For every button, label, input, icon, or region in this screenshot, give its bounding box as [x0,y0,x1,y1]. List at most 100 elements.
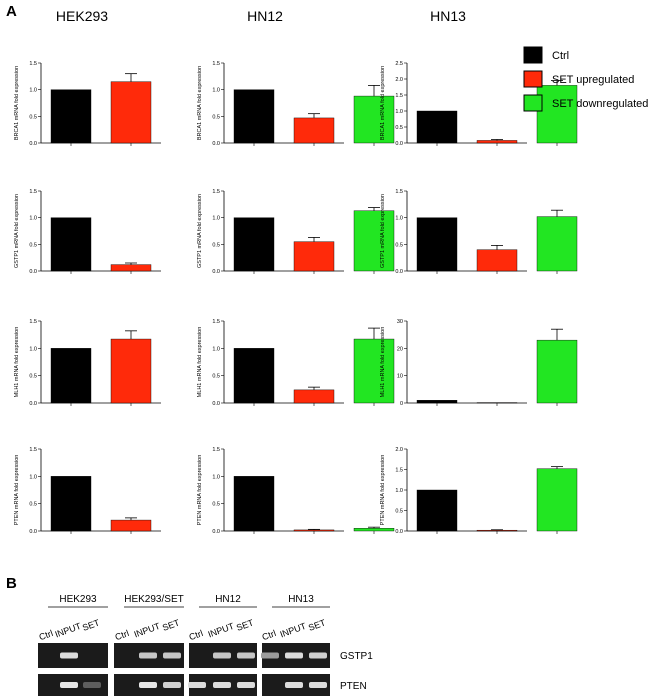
legend-item-set-downregulated: SET downregulated [523,94,648,112]
legend: Ctrl SET upregulated SET downregulated [523,46,648,112]
y-tick-label: 1.0 [395,488,403,494]
bar-ctrl [50,217,92,272]
chart-hek293-brca1: 0.0 0.5 1.0 1.5 BRCA1 mRNA fold expression [14,61,161,147]
gel-band-gstp1 [285,652,303,659]
gel-group-hn13: HN13 Ctrl INPUT SET [261,594,330,696]
bar-ctrl [50,89,92,144]
y-tick-label: 1.5 [395,468,403,474]
bar-up [110,338,152,404]
bar-ctrl [50,476,92,532]
bar-ctrl [416,110,458,144]
y-tick-label: 0.5 [29,374,37,380]
bar-charts: 0.0 0.5 1.0 1.5 BRCA1 mRNA fold expression 0.… [14,61,578,535]
y-tick-label: 0.0 [29,269,37,275]
y-tick-label: 0.5 [395,125,403,131]
chart-hek293-mlh1: 0.0 0.5 1.0 1.5 MLH1 mRNA fold expression [14,319,161,407]
gel-group-hn12: HN12 Ctrl INPUT SET [188,594,257,696]
bar-down [353,95,395,144]
y-tick-label: 1.5 [212,189,220,195]
gel-group-label: HN12 [215,594,241,605]
y-tick-label: 0.0 [212,269,220,275]
y-axis-label: MLH1 mRNA fold expression [380,327,386,398]
y-tick-label: 0.5 [29,502,37,508]
y-tick-label: 0.0 [212,529,220,535]
y-tick-label: 1.0 [395,109,403,115]
legend-swatch-set-upregulated [523,70,543,88]
y-axis-label: GSTP1 mRNA fold expression [14,194,20,268]
column-title-hek293: HEK293 [56,8,108,24]
y-tick-label: 0.0 [29,401,37,407]
y-tick-label: 0.5 [29,114,37,120]
gene-label-gstp1: GSTP1 [340,651,373,662]
y-axis-label: BRCA1 mRNA fold expression [380,66,386,140]
column-title-hn13: HN13 [430,8,466,24]
y-tick-label: 0.0 [395,269,403,275]
gel-band-pten [60,682,78,688]
bar-up [293,389,335,404]
lane-label: INPUT [279,621,308,640]
gel-band-gstp1 [213,652,231,659]
chart-hn12-brca1: 0.0 0.5 1.0 1.5 BRCA1 mRNA fold expression [197,61,395,147]
y-tick-label: 1.0 [29,346,37,352]
bar-ctrl [50,348,92,404]
y-tick-label: 0.5 [212,502,220,508]
legend-item-set-upregulated: SET upregulated [523,70,634,88]
y-tick-label: 0.0 [395,529,403,535]
gel-band-pten [237,682,255,688]
legend-label-ctrl: Ctrl [552,50,569,62]
chart-hek293-pten: 0.0 0.5 1.0 1.5 PTEN mRNA fold expression [14,447,161,535]
y-tick-label: 1.5 [212,319,220,325]
bar-down [353,338,395,404]
y-tick-label: 20 [397,346,403,352]
y-tick-label: 1.0 [29,216,37,222]
chart-hek293-gstp1: 0.0 0.5 1.0 1.5 GSTP1 mRNA fold expression [14,189,161,275]
gel-group-hek293-set: HEK293/SET Ctrl INPUT SET [114,594,184,696]
bar-up [110,81,152,144]
y-tick-label: 1.0 [212,474,220,480]
gel-group-label: HEK293/SET [124,594,183,605]
y-tick-label: 1.5 [29,61,37,67]
gel-band-gstp1 [309,652,327,659]
gel-band-gstp1 [60,652,78,659]
gel-band-pten [213,682,231,688]
bar-up [476,529,518,532]
bar-ctrl [416,489,458,532]
y-axis-label: PTEN mRNA fold expression [380,455,386,526]
chart-hn12-mlh1: 0.0 0.5 1.0 1.5 MLH1 mRNA fold expression [197,319,395,407]
gel-band-pten [163,682,181,688]
bar-down [536,85,578,144]
y-tick-label: 0.5 [212,242,220,248]
y-axis-label: MLH1 mRNA fold expression [197,327,203,398]
bar-down [536,339,578,404]
y-tick-label: 1.5 [395,189,403,195]
panel-b-label: B [6,575,17,592]
bar-up [110,519,152,532]
bar-up [293,241,335,272]
gel-group-label: HN13 [288,594,314,605]
legend-item-ctrl: Ctrl [523,46,569,64]
chart-hn13-gstp1: 0.0 0.5 1.0 1.5 GSTP1 mRNA fold expression [380,189,578,275]
bar-down [353,210,395,272]
legend-swatch-ctrl [523,46,543,64]
gel-band-pten [139,682,157,688]
y-tick-label: 1.5 [29,447,37,453]
chart-hn13-pten: 0.0 0.5 1.0 1.5 2.0 PTEN mRNA fold expression [380,447,578,535]
gene-label-pten: PTEN [340,681,367,692]
y-tick-label: 1.5 [29,189,37,195]
bar-ctrl [233,89,275,144]
y-tick-label: 1.5 [395,93,403,99]
bar-ctrl [233,348,275,404]
y-tick-label: 1.5 [29,319,37,325]
lane-label: INPUT [54,621,83,640]
y-axis-label: BRCA1 mRNA fold expression [14,66,20,140]
bar-up [476,140,518,144]
chart-hn12-gstp1: 0.0 0.5 1.0 1.5 GSTP1 mRNA fold expression [197,189,395,275]
y-axis-label: PTEN mRNA fold expression [197,455,203,526]
chart-hn13-mlh1: 0 10 20 30 MLH1 mRNA fold expression [380,319,578,407]
y-tick-label: 1.0 [29,88,37,94]
gel-band-pten [83,682,101,688]
gel-group-label: HEK293 [59,594,97,605]
y-tick-label: 0.0 [29,141,37,147]
y-tick-label: 1.5 [212,447,220,453]
y-axis-label: GSTP1 mRNA fold expression [197,194,203,268]
